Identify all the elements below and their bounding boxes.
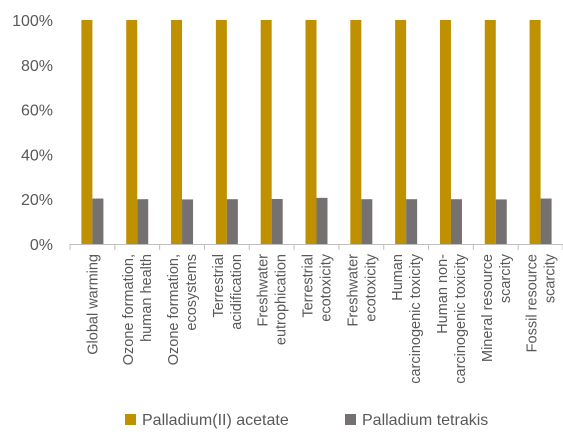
x-category-label: Fossil resource (525, 254, 541, 352)
bar-palladium-acetate (81, 20, 93, 244)
bar-palladium-tetrakis (271, 198, 283, 244)
bar-palladium-tetrakis (92, 198, 104, 244)
x-axis-category-labels: Global warming Ozone formation, human heal… (85, 253, 558, 383)
legend-label: Palladium(II) acetate (142, 412, 289, 429)
y-axis-ticks: 0% 20% 40% 60% 80% 100% (12, 13, 53, 254)
bar-palladium-acetate (215, 20, 227, 244)
bar-palladium-acetate (484, 20, 496, 244)
x-category-label: Freshwater (256, 254, 272, 327)
bars (81, 20, 552, 244)
y-tick-label: 0% (30, 237, 53, 254)
legend-label: Palladium tetrakis (362, 412, 488, 429)
x-category-label: scarcity (543, 253, 559, 303)
bar-palladium-acetate (260, 20, 272, 244)
bar-palladium-acetate (305, 20, 317, 244)
x-category-label: scarcity (498, 253, 514, 303)
x-category-label: carcinogenic toxicity (408, 253, 424, 383)
bar-palladium-tetrakis (137, 199, 149, 244)
x-category-label: eutrophication (274, 254, 290, 345)
x-axis-tick-marks (69, 244, 563, 250)
bar-palladium-acetate (395, 20, 407, 244)
bar-palladium-tetrakis (406, 199, 418, 244)
y-tick-label: 100% (12, 13, 53, 30)
bar-palladium-acetate (439, 20, 451, 244)
x-category-label: ecotoxicity (319, 253, 335, 321)
x-category-label: Ozone formation, (121, 254, 137, 365)
bar-palladium-tetrakis (226, 199, 238, 244)
x-category-label: Terrestrial (211, 254, 227, 318)
bar-palladium-acetate (529, 20, 541, 244)
x-category-label: carcinogenic toxicity (453, 253, 469, 383)
legend: Palladium(II) acetate Palladium tetrakis (125, 412, 488, 429)
bar-palladium-tetrakis (495, 199, 507, 244)
y-tick-label: 80% (21, 58, 53, 75)
bar-palladium-tetrakis (316, 197, 328, 244)
x-category-label: ecotoxicity (363, 253, 379, 321)
x-category-label: Terrestrial (301, 254, 317, 318)
y-tick-label: 60% (21, 103, 53, 120)
x-category-label: ecosystems (184, 254, 200, 331)
bar-palladium-acetate (126, 20, 138, 244)
legend-swatch (125, 414, 136, 425)
bar-palladium-acetate (171, 20, 183, 244)
y-tick-label: 20% (21, 192, 53, 209)
bar-palladium-tetrakis (361, 199, 373, 244)
bar-palladium-tetrakis (450, 199, 462, 244)
x-category-label: acidification (229, 254, 245, 330)
x-category-label: Global warming (85, 254, 101, 355)
legend-swatch (345, 414, 356, 425)
x-category-label: Human (390, 254, 406, 301)
bar-palladium-tetrakis (540, 198, 552, 244)
x-category-label: Human non- (435, 254, 451, 334)
y-tick-label: 40% (21, 147, 53, 164)
x-category-label: human health (139, 254, 155, 342)
x-category-label: Ozone formation, (166, 254, 182, 365)
bar-palladium-tetrakis (182, 199, 194, 244)
x-category-label: Mineral resource (480, 254, 496, 362)
x-category-label: Freshwater (345, 254, 361, 327)
bar-palladium-acetate (350, 20, 362, 244)
